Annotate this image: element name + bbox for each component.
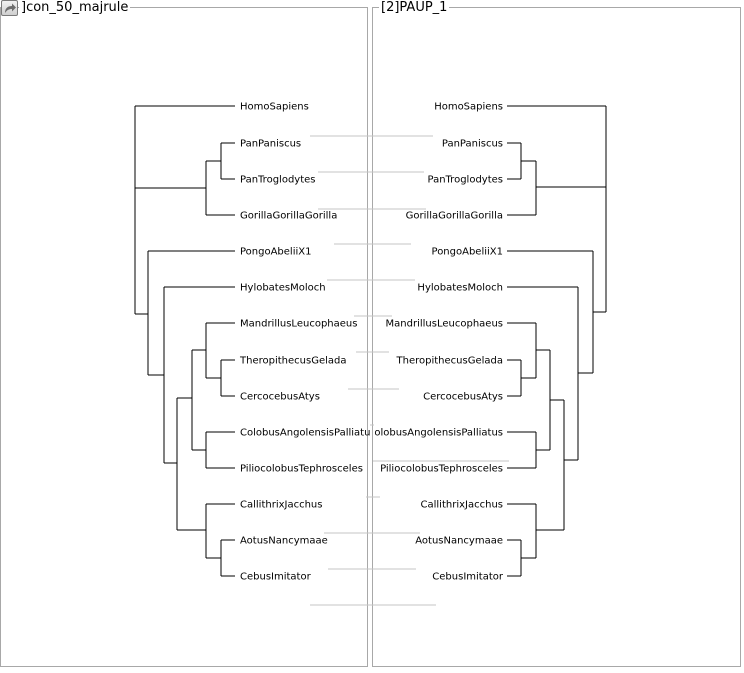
right-taxon-label: PanTroglodytes <box>428 175 504 186</box>
redo-button[interactable] <box>1 0 18 16</box>
right-taxon-label: TheropithecusGelada <box>396 356 503 367</box>
right-tree-branches <box>507 105 607 577</box>
right-tree-taxa: HomoSapiens PanPaniscus PanTroglodytes Gori… <box>374 102 504 583</box>
left-tree-title: ]con_50_majrule <box>19 0 131 16</box>
right-taxon-label: PongoAbeliiX1 <box>432 247 503 258</box>
left-taxon-label: HylobatesMoloch <box>240 283 326 294</box>
left-taxon-label: HomoSapiens <box>240 102 309 113</box>
left-taxon-label: AotusNancymaae <box>240 536 328 547</box>
right-taxon-label: CallithrixJacchus <box>421 500 503 511</box>
right-taxon-label: olobusAngolensisPalliatus <box>374 428 503 439</box>
left-tree-branches <box>134 105 235 577</box>
right-tree-title: [2]PAUP_1 <box>379 0 450 16</box>
left-taxon-label: ColobusAngolensisPalliatu <box>240 428 370 439</box>
right-taxon-label: CebusImitator <box>432 572 504 583</box>
right-taxon-label: PiliocolobusTephrosceles <box>380 464 503 475</box>
left-taxon-label: PiliocolobusTephrosceles <box>240 464 363 475</box>
right-taxon-label: AotusNancymaae <box>415 536 503 547</box>
left-panel-frame <box>0 7 368 667</box>
right-taxon-label: GorillaGorillaGorilla <box>406 211 503 222</box>
left-taxon-label: PanTroglodytes <box>240 175 316 186</box>
left-taxon-label: CebusImitator <box>240 572 312 583</box>
right-taxon-label: HylobatesMoloch <box>417 283 503 294</box>
left-taxon-label: GorillaGorillaGorilla <box>240 211 337 222</box>
taxon-connector-lines <box>310 135 509 606</box>
redo-arrow-icon <box>5 3 16 13</box>
right-taxon-label: CercocebusAtys <box>423 392 503 403</box>
left-taxon-label: CercocebusAtys <box>240 392 320 403</box>
left-tree-taxa: HomoSapiens PanPaniscus PanTroglodytes Gori… <box>239 102 370 583</box>
left-taxon-label: PanPaniscus <box>240 139 301 150</box>
right-taxon-label: HomoSapiens <box>434 102 503 113</box>
left-taxon-label: CallithrixJacchus <box>240 500 322 511</box>
left-taxon-label: PongoAbeliiX1 <box>240 247 311 258</box>
left-taxon-label: MandrillusLeucophaeus <box>240 319 357 330</box>
right-taxon-label: MandrillusLeucophaeus <box>386 319 503 330</box>
right-panel-frame <box>372 7 741 667</box>
right-taxon-label: PanPaniscus <box>442 139 503 150</box>
left-taxon-label: TheropithecusGelada <box>239 356 346 367</box>
